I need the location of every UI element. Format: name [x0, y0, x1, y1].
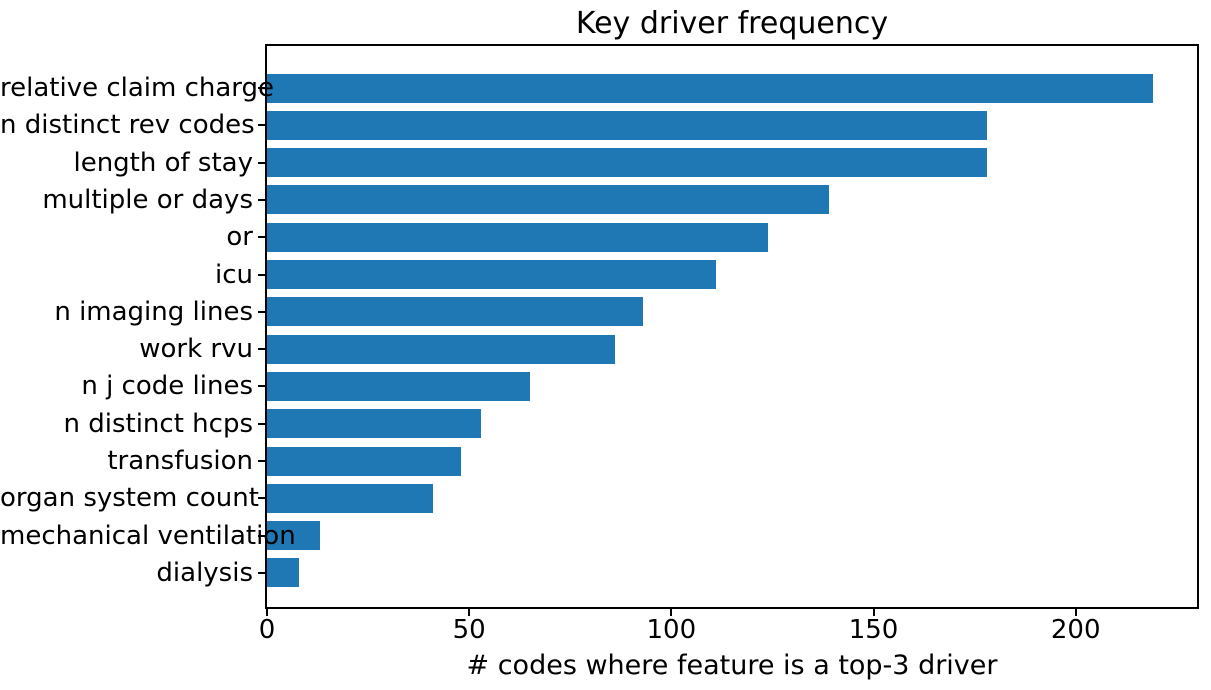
bar-length-of-stay: [267, 148, 987, 178]
bar-n-j-code-lines: [267, 371, 530, 401]
y-tick-mark: [258, 385, 265, 388]
y-tick-label: dialysis: [156, 557, 253, 588]
bar-organ-system-count: [267, 483, 433, 513]
y-tick-label: n imaging lines: [54, 296, 253, 327]
y-tick-mark: [258, 124, 265, 127]
y-tick-label: work rvu: [139, 334, 253, 365]
bar-multiple-or-days: [267, 185, 830, 215]
x-tick-label: 150: [848, 615, 899, 645]
y-tick-label: n j code lines: [81, 371, 253, 402]
y-tick-label: mechanical ventilation: [0, 520, 296, 551]
y-tick-label: organ system count: [0, 483, 259, 514]
bar-mechanical-ventilation: [267, 521, 320, 551]
bar-or: [267, 222, 769, 252]
y-tick-mark: [258, 236, 265, 239]
bar-n-distinct-rev-codes: [267, 110, 987, 140]
x-tick-label: 50: [452, 615, 486, 645]
y-tick-label: or: [226, 222, 253, 253]
y-tick-mark: [258, 497, 265, 500]
y-tick-mark: [258, 422, 265, 425]
x-axis-label: # codes where feature is a top-3 driver: [466, 650, 998, 681]
y-tick-label: multiple or days: [42, 184, 253, 215]
y-tick-mark: [258, 348, 265, 351]
y-tick-mark: [258, 161, 265, 164]
plot-area: [265, 44, 1199, 609]
y-tick-label: n distinct hcps: [63, 408, 254, 439]
x-tick-label: 0: [258, 615, 276, 645]
y-tick-label: transfusion: [107, 446, 253, 476]
y-tick-mark: [258, 460, 265, 462]
x-tick-mark: [266, 609, 268, 616]
bar-relative-claim-charge: [267, 73, 1153, 103]
x-tick-mark: [872, 609, 875, 616]
bar-icu: [267, 260, 716, 289]
y-tick-label: n distinct rev codes: [0, 110, 255, 141]
bar-work-rvu: [267, 334, 615, 364]
y-tick-mark: [258, 273, 265, 276]
x-tick-mark: [670, 609, 673, 616]
bar-dialysis: [267, 558, 300, 588]
chart-title: Key driver frequency: [575, 6, 889, 41]
y-tick-mark: [258, 534, 265, 537]
y-tick-label: relative claim charge: [0, 73, 275, 103]
x-tick-mark: [1074, 609, 1077, 616]
bar-n-imaging-lines: [267, 297, 644, 327]
y-tick-mark: [258, 310, 265, 313]
y-tick-mark: [258, 87, 265, 89]
bar-n-distinct-hcps: [267, 409, 482, 439]
y-tick-mark: [258, 198, 265, 201]
x-tick-label: 100: [646, 615, 697, 645]
y-tick-mark: [258, 571, 265, 574]
y-tick-label: icu: [215, 259, 253, 290]
bar-transfusion: [267, 446, 462, 476]
x-tick-mark: [468, 609, 471, 616]
x-tick-label: 200: [1050, 615, 1101, 645]
y-tick-label: length of stay: [73, 147, 253, 178]
